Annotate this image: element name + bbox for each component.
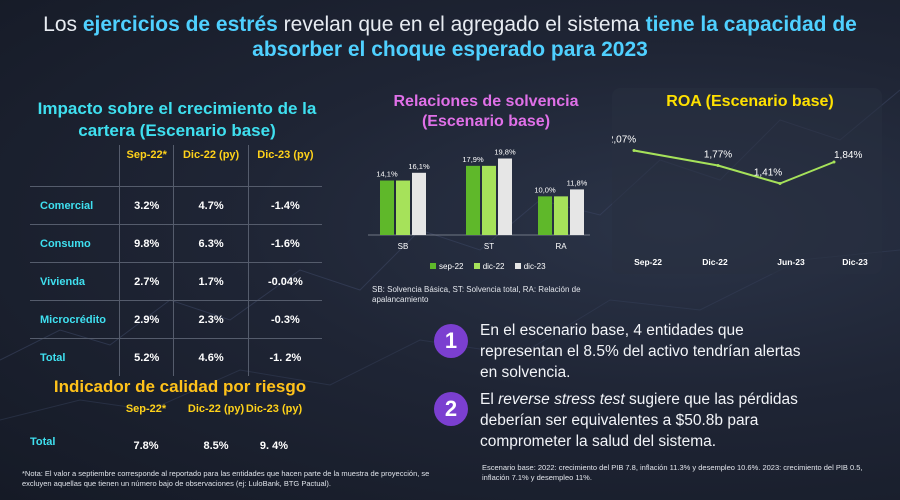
table-cell: 2.7% <box>118 262 175 301</box>
roa-point <box>632 149 636 152</box>
solvencia-legend: sep-22 dic-22 dic-23 <box>430 262 554 271</box>
data-label: 10,0% <box>534 185 556 194</box>
solvencia-note: SB: Solvencia Básica, ST: Solvencia tota… <box>372 285 581 304</box>
legend-label: dic-22 <box>482 262 505 271</box>
table-cell: 4.6% <box>173 338 249 376</box>
bar <box>498 158 512 235</box>
bar <box>380 180 394 235</box>
data-label: 19,8% <box>494 148 516 157</box>
point-text-part: sugiere que las pérdidas deberían ser eq… <box>480 391 798 450</box>
column-header: Sep-22* <box>118 145 175 187</box>
table-header-row: Sep-22* Dic-22 (py) Dic-23 (py) <box>30 145 322 187</box>
roa-point <box>832 160 836 164</box>
column-header: Dic-22 (py) <box>173 145 249 187</box>
x-tick-label: RA <box>555 242 567 251</box>
bar <box>396 180 410 235</box>
point-number-badge: 1 <box>434 324 468 358</box>
roa-panel <box>612 88 882 274</box>
table-cell: -0.3% <box>247 300 322 339</box>
scenario-note: Escenario base: 2022: crecimiento del PI… <box>482 463 863 482</box>
calidad-value: 7.8% <box>133 440 159 452</box>
corner-cell <box>30 145 120 187</box>
data-label: 1,84% <box>834 150 862 161</box>
data-label: 11,8% <box>567 178 588 187</box>
roa-point <box>778 182 782 185</box>
legend-item: dic-22 <box>473 262 505 271</box>
legend-item: dic-23 <box>514 262 546 271</box>
calidad-value: 8.5% <box>203 440 229 452</box>
data-label: 1,77% <box>704 150 732 161</box>
data-label: 2,07% <box>612 135 636 146</box>
bar <box>466 165 480 235</box>
calidad-title: Indicador de calidad por riesgo <box>53 377 307 396</box>
legend-swatch <box>473 263 480 269</box>
table-cell: 9.8% <box>118 224 175 263</box>
table-row: Microcrédito 2.9% 2.3% -0.3% <box>30 300 322 339</box>
legend-swatch <box>514 263 521 269</box>
data-label: 14,1% <box>376 170 398 179</box>
table-cell: 2.9% <box>118 300 175 339</box>
data-label: 17,9% <box>462 155 484 164</box>
impacto-table: Sep-22* Dic-22 (py) Dic-23 (py) Comercia… <box>30 145 322 376</box>
table-row: Total 5.2% 4.6% -1. 2% <box>30 338 322 376</box>
calidad-header: Sep-22* <box>125 403 167 415</box>
x-tick-label: Jun-23 <box>777 257 805 267</box>
table-cell: -1.4% <box>247 186 322 225</box>
row-label: Comercial <box>30 186 120 225</box>
legend-label: sep-22 <box>439 262 464 271</box>
table-cell: 3.2% <box>118 186 175 225</box>
bar <box>554 196 568 235</box>
roa-series-line <box>633 149 835 185</box>
table-cell: -1.6% <box>247 224 322 263</box>
table-cell: -1. 2% <box>247 338 322 376</box>
bar <box>570 189 584 235</box>
point-text: En el escenario base, 4 entidades que re… <box>480 322 801 381</box>
page-title: Los ejercicios de estrés revelan que en … <box>43 13 857 61</box>
x-tick-label: Dic-23 <box>842 257 868 267</box>
solvencia-title: Relaciones de solvencia (Escenario base) <box>393 93 579 130</box>
x-tick-label: Sep-22 <box>634 257 662 267</box>
table-cell: -0.04% <box>247 262 322 301</box>
table-cell: 6.3% <box>173 224 249 263</box>
row-label: Vivienda <box>30 262 120 301</box>
solvencia-chart: 14,1% 16,1% SB 17,9% 19,8% ST 10,0% 11,8% RA <box>368 148 590 251</box>
table-row: Comercial 3.2% 4.7% -1.4% <box>30 186 322 225</box>
calidad-row-label: Total <box>30 436 56 448</box>
data-label: 16,1% <box>408 162 430 171</box>
bar <box>482 165 496 235</box>
point-text: El reverse stress test sugiere que las p… <box>480 389 820 452</box>
legend-item: sep-22 <box>430 262 463 271</box>
bar <box>538 196 552 235</box>
column-header: Dic-23 (py) <box>247 145 322 187</box>
data-label: 1,41% <box>754 168 782 179</box>
table-row: Vivienda 2.7% 1.7% -0.04% <box>30 262 322 301</box>
calidad-header: Dic-22 (py) <box>187 403 245 415</box>
row-label: Microcrédito <box>30 300 120 339</box>
x-tick-label: Dic-22 <box>702 257 728 267</box>
impacto-title: Impacto sobre el crecimiento de la carte… <box>37 99 317 140</box>
row-label: Total <box>30 338 120 376</box>
footnote: *Nota: El valor a septiembre corresponde… <box>22 469 430 488</box>
roa-chart: 2,07% 1,77% 1,41% 1,84% Sep-22 Dic-22 Jun-23 Di… <box>612 135 868 268</box>
table-cell: 4.7% <box>173 186 249 225</box>
x-tick-label: SB <box>398 242 409 251</box>
x-tick-label: ST <box>484 242 494 251</box>
point-number-badge: 2 <box>434 392 468 426</box>
table-cell: 5.2% <box>118 338 175 376</box>
table-cell: 1.7% <box>173 262 249 301</box>
calidad-value: 9. 4% <box>259 440 289 452</box>
table-cell: 2.3% <box>173 300 249 339</box>
table-row: Consumo 9.8% 6.3% -1.6% <box>30 224 322 263</box>
legend-label: dic-23 <box>523 262 546 271</box>
legend-swatch <box>430 263 436 269</box>
calidad-header: Dic-23 (py) <box>245 403 303 415</box>
row-label: Consumo <box>30 224 120 263</box>
bar <box>412 172 426 235</box>
roa-title: ROA (Escenario base) <box>666 93 834 110</box>
point-text-italic: reverse stress test <box>498 391 625 408</box>
roa-point <box>716 164 720 167</box>
point-text-part: El <box>480 391 499 408</box>
